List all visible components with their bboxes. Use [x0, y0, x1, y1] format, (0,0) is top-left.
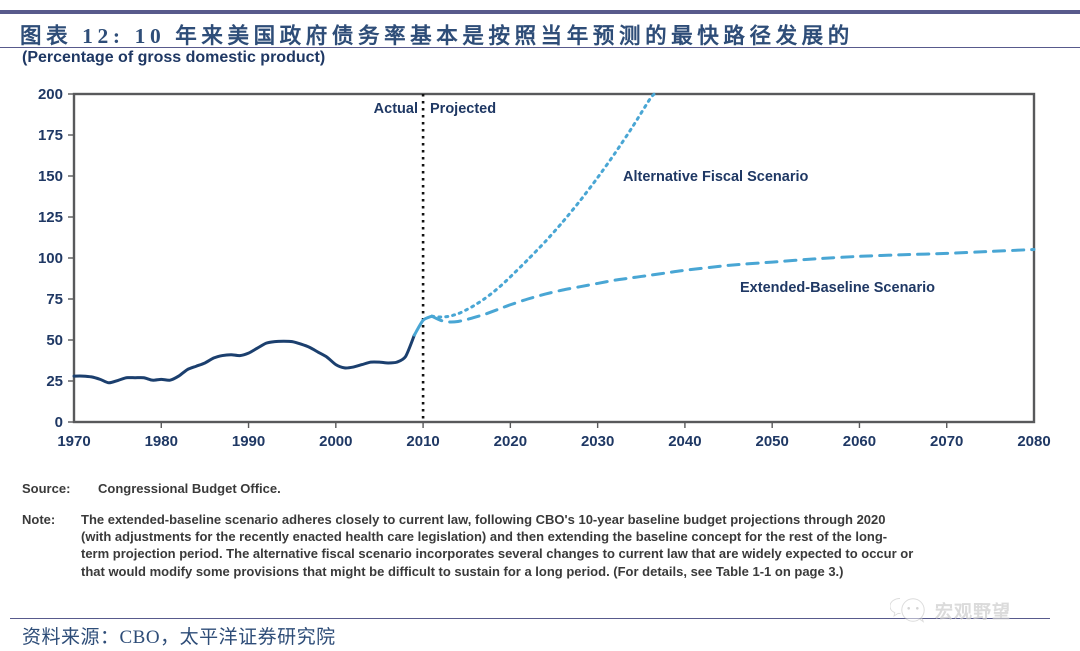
svg-text:150: 150 — [38, 168, 63, 185]
svg-text:1990: 1990 — [232, 433, 265, 450]
svg-text:Actual: Actual — [374, 101, 418, 117]
svg-text:2030: 2030 — [581, 433, 614, 450]
svg-text:1970: 1970 — [57, 433, 90, 450]
svg-text:2040: 2040 — [668, 433, 701, 450]
svg-text:Projected: Projected — [430, 101, 496, 117]
svg-text:25: 25 — [46, 373, 63, 390]
svg-text:2020: 2020 — [494, 433, 527, 450]
svg-text:50: 50 — [46, 332, 63, 349]
svg-text:1980: 1980 — [145, 433, 178, 450]
svg-text:100: 100 — [38, 250, 63, 267]
svg-text:75: 75 — [46, 291, 63, 308]
svg-text:125: 125 — [38, 209, 63, 226]
svg-text:2070: 2070 — [930, 433, 963, 450]
svg-text:2000: 2000 — [319, 433, 352, 450]
svg-text:2050: 2050 — [755, 433, 788, 450]
svg-text:2010: 2010 — [406, 433, 439, 450]
svg-text:200: 200 — [38, 86, 63, 103]
svg-text:Alternative Fiscal Scenario: Alternative Fiscal Scenario — [623, 169, 808, 185]
svg-text:2080: 2080 — [1017, 433, 1050, 450]
svg-text:175: 175 — [38, 127, 63, 144]
svg-text:Extended-Baseline Scenario: Extended-Baseline Scenario — [740, 280, 935, 296]
svg-text:2060: 2060 — [843, 433, 876, 450]
svg-text:0: 0 — [55, 414, 63, 431]
